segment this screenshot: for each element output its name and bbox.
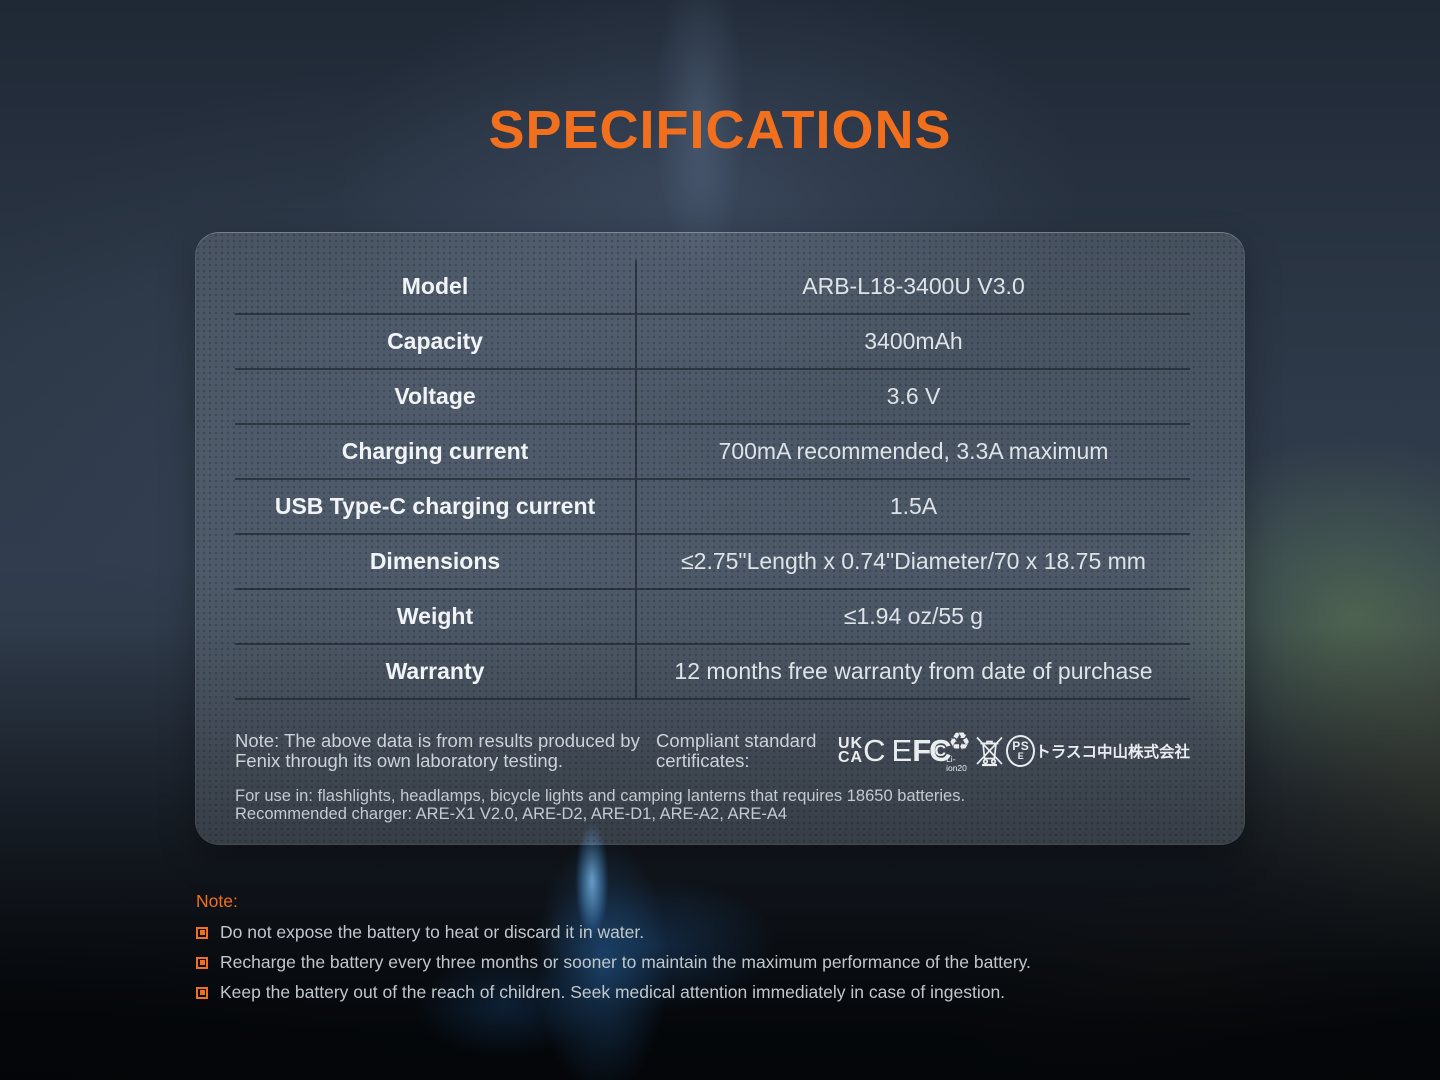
- spec-row: Dimensions ≤2.75"Length x 0.74"Diameter/…: [235, 535, 1190, 590]
- certificates-block: Compliant standard certificates: UK CA C…: [656, 729, 1190, 773]
- notes-heading: Note:: [196, 891, 238, 911]
- ukca-line2: CA: [838, 749, 864, 766]
- spec-label: Weight: [235, 590, 637, 643]
- card-footnote-row: Note: The above data is from results pro…: [235, 722, 1190, 780]
- note-bullet-icon: [196, 956, 208, 969]
- spec-label: Dimensions: [235, 535, 637, 588]
- spec-row: Model ARB-L18-3400U V3.0: [235, 260, 1190, 315]
- bottom-notes: Note: Do not expose the battery to heat …: [196, 891, 1031, 1012]
- lab-testing-note: Note: The above data is from results pro…: [235, 730, 640, 771]
- note-item: Recharge the battery every three months …: [196, 952, 1031, 973]
- spec-card: Model ARB-L18-3400U V3.0 Capacity 3400mA…: [195, 232, 1245, 845]
- note-bullet-icon: [196, 986, 208, 999]
- ukca-line1: UK: [838, 735, 864, 752]
- spec-value: 3.6 V: [886, 383, 941, 409]
- li-ion-recycle-icon: ♻ Li-ion20: [946, 727, 971, 773]
- ukca-certification-icon: UK CA: [838, 735, 864, 766]
- weee-crossed-bin-icon: [973, 734, 1006, 768]
- spec-value: 1.5A: [889, 493, 938, 519]
- spec-label: Model: [235, 260, 637, 313]
- spec-value: 700mA recommended, 3.3A maximum: [718, 438, 1109, 464]
- spec-label: Voltage: [235, 370, 637, 423]
- usage-line2: Recommended charger: ARE-X1 V2.0, ARE-D2…: [235, 804, 788, 823]
- note-item: Keep the battery out of the reach of chi…: [196, 982, 1031, 1003]
- spec-row: USB Type-C charging current 1.5A: [235, 480, 1190, 535]
- note-text: Keep the battery out of the reach of chi…: [220, 982, 1006, 1002]
- spec-value: 3400mAh: [864, 328, 963, 354]
- pse-certification-icon: PS E: [1006, 735, 1036, 767]
- spec-row: Charging current 700mA recommended, 3.3A…: [235, 425, 1190, 480]
- spec-row: Capacity 3400mAh: [235, 315, 1190, 370]
- spec-row: Weight ≤1.94 oz/55 g: [235, 590, 1190, 645]
- ce-certification-icon: CE: [863, 733, 919, 768]
- spec-value: ≤2.75"Length x 0.74"Diameter/70 x 18.75 …: [681, 548, 1146, 574]
- trusco-company-text: トラスコ中山株式会社: [1035, 744, 1190, 761]
- note-text: Recharge the battery every three months …: [220, 952, 1031, 972]
- spec-label: Charging current: [235, 425, 637, 478]
- spec-value: 12 months free warranty from date of pur…: [674, 658, 1153, 684]
- spec-row: Voltage 3.6 V: [235, 370, 1190, 425]
- certificates-label: Compliant standard certificates:: [656, 730, 817, 771]
- spec-table: Model ARB-L18-3400U V3.0 Capacity 3400mA…: [235, 260, 1190, 700]
- usage-line1: For use in: flashlights, headlamps, bicy…: [235, 787, 966, 805]
- note-item: Do not expose the battery to heat or dis…: [196, 922, 1031, 943]
- spec-row: Warranty 12 months free warranty from da…: [235, 645, 1190, 700]
- spec-label: USB Type-C charging current: [235, 480, 637, 533]
- page-title: SPECIFICATIONS: [488, 100, 952, 160]
- spec-label: Capacity: [235, 315, 637, 368]
- spec-label: Warranty: [235, 645, 637, 698]
- usage-info: For use in: flashlights, headlamps, bicy…: [235, 787, 1190, 823]
- spec-value: ARB-L18-3400U V3.0: [802, 273, 1025, 299]
- note-bullet-icon: [196, 926, 208, 939]
- note-text: Do not expose the battery to heat or dis…: [220, 922, 645, 942]
- spec-value: ≤1.94 oz/55 g: [843, 603, 984, 629]
- notes-list: Do not expose the battery to heat or dis…: [196, 922, 1031, 1003]
